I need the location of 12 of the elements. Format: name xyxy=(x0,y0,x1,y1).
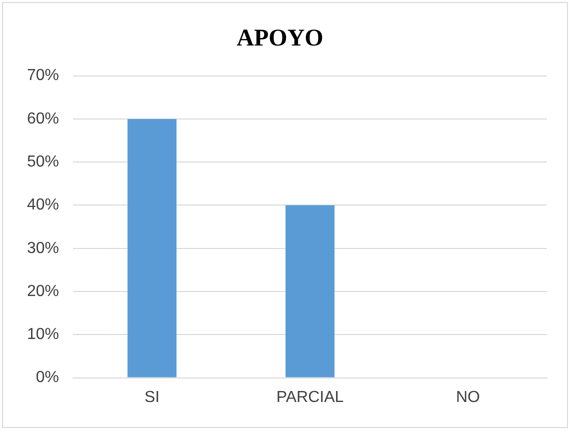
y-tick-label: 40% xyxy=(26,196,60,214)
y-tick-label: 70% xyxy=(26,67,60,84)
y-tick-label: 50% xyxy=(26,153,60,170)
y-tick-label: 30% xyxy=(26,240,60,257)
chart-title: APOYO xyxy=(236,26,324,52)
x-tick-label: NO xyxy=(456,388,480,406)
x-tick-label: PARCIAL xyxy=(276,388,344,406)
x-tick-label: SI xyxy=(144,388,160,406)
y-tick-label: 20% xyxy=(26,282,60,300)
y-tick-label: 0% xyxy=(36,369,60,386)
y-tick-label: 60% xyxy=(26,110,60,128)
y-tick-label: 10% xyxy=(26,326,60,344)
